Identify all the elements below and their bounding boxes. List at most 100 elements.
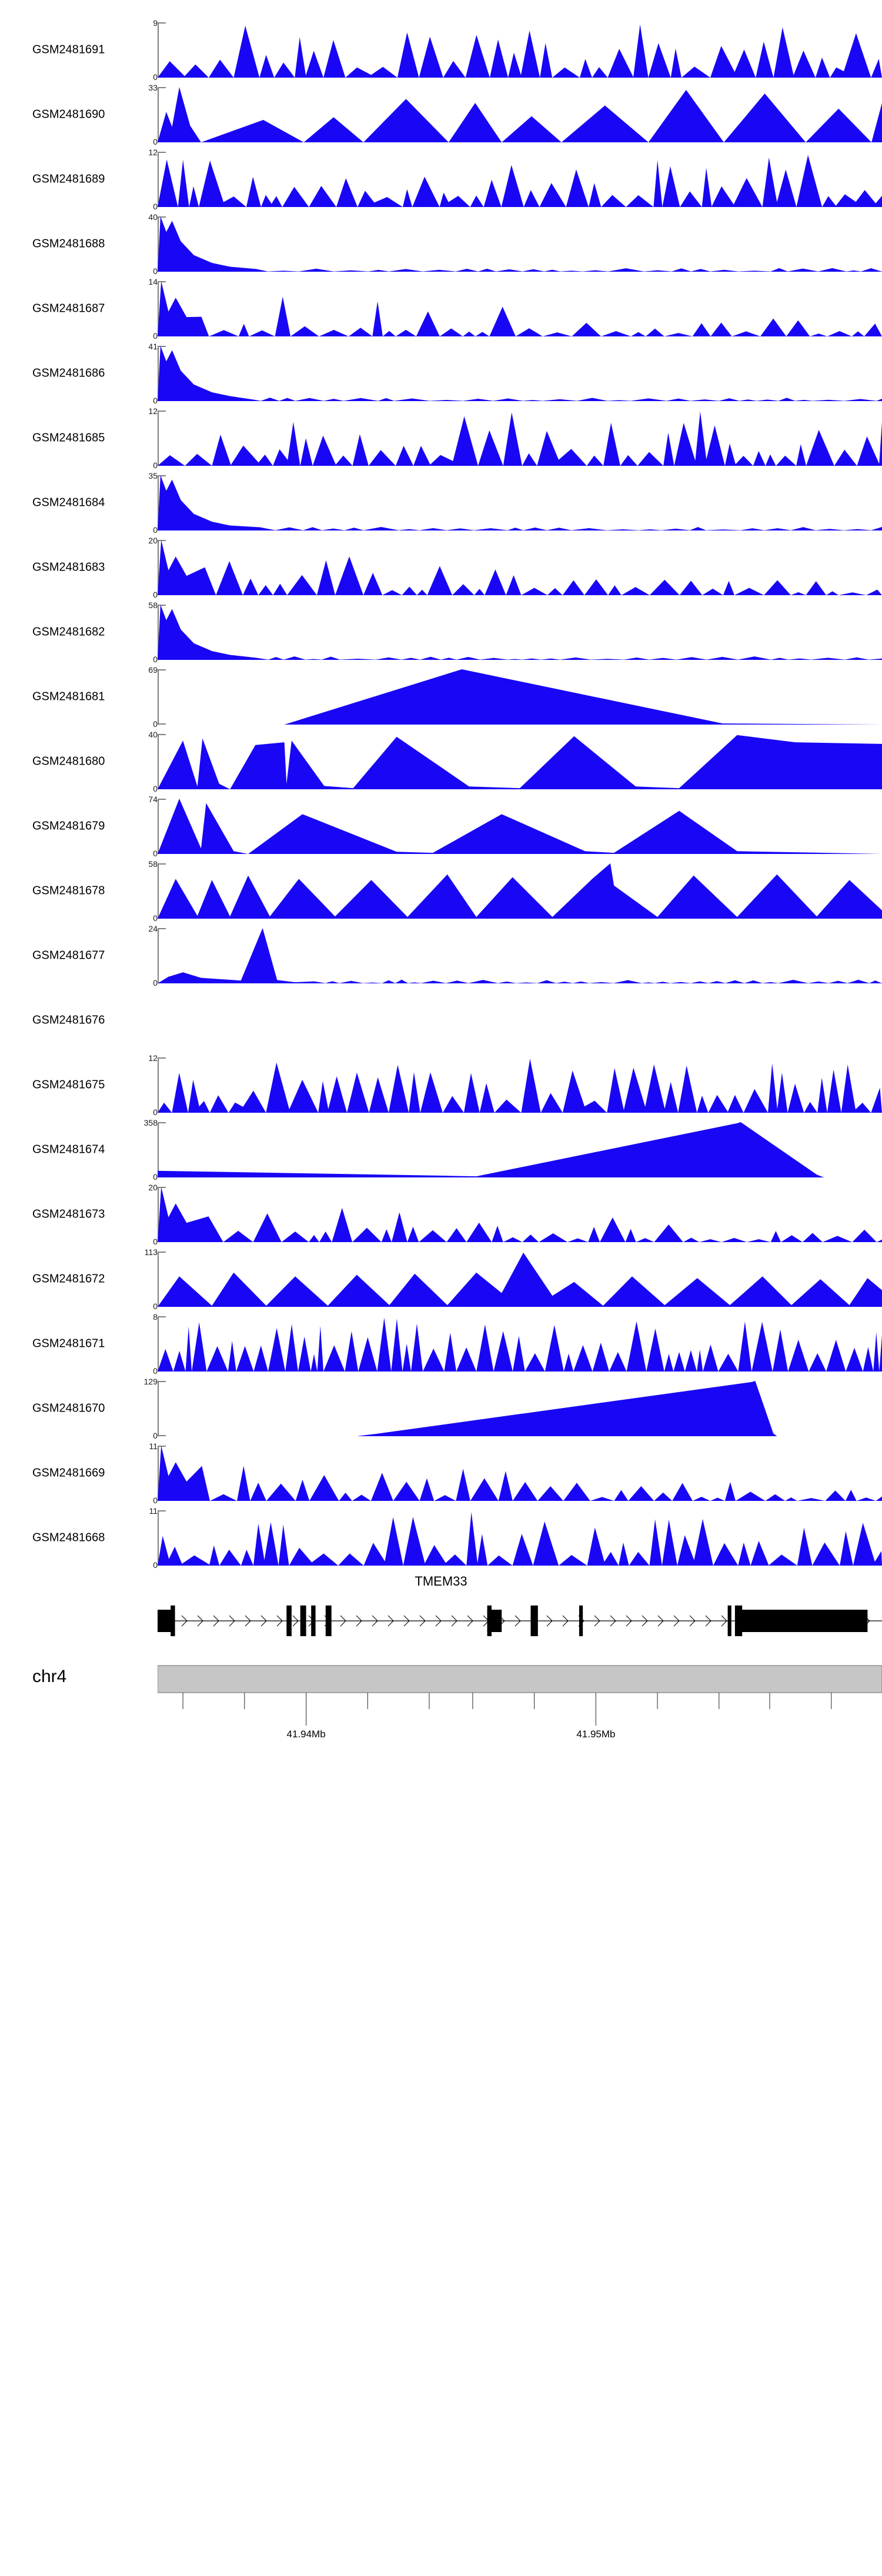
y-axis-min-label: 0 bbox=[153, 978, 158, 987]
gene-exon[interactable] bbox=[487, 1605, 492, 1636]
y-axis-min-label: 0 bbox=[153, 72, 158, 82]
track-label-gsm2481672: GSM2481672 bbox=[32, 1272, 105, 1286]
coverage-area-path bbox=[158, 540, 882, 595]
coverage-plot[interactable] bbox=[158, 1122, 882, 1177]
coverage-area-path bbox=[158, 735, 882, 789]
coverage-area-path bbox=[158, 799, 882, 854]
gene-exon[interactable] bbox=[727, 1605, 731, 1636]
coverage-plot[interactable] bbox=[158, 1187, 882, 1242]
y-axis-max-label: 20 bbox=[148, 536, 158, 545]
strand-arrow-icon bbox=[705, 1615, 711, 1627]
coverage-plot[interactable] bbox=[158, 87, 882, 142]
track-label-gsm2481680: GSM2481680 bbox=[32, 755, 105, 768]
gene-exon[interactable] bbox=[325, 1605, 332, 1636]
coverage-plot[interactable] bbox=[158, 346, 882, 401]
coverage-plot[interactable] bbox=[158, 540, 882, 595]
coverage-plot[interactable] bbox=[158, 1510, 882, 1566]
strand-arrow-icon bbox=[229, 1615, 235, 1627]
strand-arrow-icon bbox=[260, 1615, 267, 1627]
coverage-area-path bbox=[158, 346, 882, 401]
gene-model-svg[interactable] bbox=[158, 1590, 882, 1636]
track-label-gsm2481676: GSM2481676 bbox=[32, 1013, 105, 1027]
coverage-track: GSM2481673 20 0 bbox=[0, 1182, 882, 1247]
coverage-area-path bbox=[158, 87, 882, 142]
y-axis-min-label: 0 bbox=[153, 202, 158, 211]
coverage-plot[interactable] bbox=[158, 152, 882, 207]
coverage-track: GSM2481671 8 0 bbox=[0, 1312, 882, 1376]
y-axis-min-label: 0 bbox=[153, 396, 158, 405]
y-axis-min-label: 0 bbox=[153, 784, 158, 793]
coverage-plot[interactable] bbox=[158, 605, 882, 660]
y-axis-max-label: 58 bbox=[148, 600, 158, 610]
coverage-plot[interactable] bbox=[158, 411, 882, 466]
track-label-gsm2481682: GSM2481682 bbox=[32, 625, 105, 639]
gene-exon[interactable] bbox=[579, 1605, 583, 1636]
coverage-plot[interactable] bbox=[158, 734, 882, 789]
y-axis-min-label: 0 bbox=[153, 1172, 158, 1182]
gene-exon[interactable] bbox=[300, 1605, 306, 1636]
coverage-plot[interactable] bbox=[158, 928, 882, 983]
coverage-plot[interactable] bbox=[158, 1446, 882, 1501]
coverage-plot[interactable] bbox=[158, 669, 882, 725]
coordinate-axis-track: chr4 41.94Mb 41.95Mb bbox=[0, 1647, 882, 1764]
coverage-track: GSM2481685 12 0 bbox=[0, 406, 882, 471]
gene-exon[interactable] bbox=[286, 1605, 292, 1636]
strand-arrow-icon bbox=[657, 1615, 664, 1627]
gene-exon[interactable] bbox=[530, 1605, 538, 1636]
strand-arrow-icon bbox=[356, 1615, 362, 1627]
coverage-plot[interactable] bbox=[158, 475, 882, 530]
coverage-area-path bbox=[158, 475, 882, 530]
track-label-gsm2481691: GSM2481691 bbox=[32, 43, 105, 56]
coverage-plot[interactable] bbox=[158, 863, 882, 919]
y-axis-min-label: 0 bbox=[153, 849, 158, 858]
track-label-gsm2481669: GSM2481669 bbox=[32, 1466, 105, 1480]
axis-tick-label: 41.95Mb bbox=[576, 1729, 615, 1740]
coverage-area-path bbox=[158, 863, 882, 919]
coverage-track: GSM2481691 9 0 bbox=[0, 18, 882, 82]
strand-arrow-icon bbox=[419, 1615, 426, 1627]
track-label-gsm2481675: GSM2481675 bbox=[32, 1078, 105, 1092]
y-axis: 12 0 bbox=[134, 148, 166, 211]
coverage-track: GSM2481674 358 0 bbox=[0, 1117, 882, 1182]
strand-arrow-icon bbox=[689, 1615, 696, 1627]
strand-arrow-icon bbox=[514, 1615, 521, 1627]
strand-arrow-icon bbox=[372, 1615, 378, 1627]
gene-exon[interactable] bbox=[311, 1605, 316, 1636]
y-axis-min-label: 0 bbox=[153, 1107, 158, 1117]
coverage-track: GSM2481675 12 0 bbox=[0, 1053, 882, 1117]
coverage-track: GSM2481681 69 0 bbox=[0, 665, 882, 729]
y-axis-min-label: 0 bbox=[153, 1431, 158, 1440]
track-label-gsm2481687: GSM2481687 bbox=[32, 302, 105, 315]
coverage-plot[interactable] bbox=[158, 799, 882, 854]
coverage-plot[interactable] bbox=[158, 1316, 882, 1372]
coverage-track: GSM2481686 41 0 bbox=[0, 341, 882, 406]
strand-arrow-icon bbox=[610, 1615, 616, 1627]
y-axis-min-label: 0 bbox=[153, 1366, 158, 1376]
gene-exon[interactable] bbox=[171, 1605, 175, 1636]
y-axis-max-label: 35 bbox=[148, 471, 158, 481]
y-axis-max-label: 24 bbox=[148, 924, 158, 933]
y-axis-max-label: 33 bbox=[148, 83, 158, 92]
coverage-area-path bbox=[158, 1317, 882, 1372]
gene-exon[interactable] bbox=[737, 1610, 868, 1632]
coverage-plot[interactable] bbox=[158, 1252, 882, 1307]
strand-arrow-icon bbox=[213, 1615, 219, 1627]
y-axis-max-label: 358 bbox=[143, 1118, 158, 1127]
strand-arrow-icon bbox=[435, 1615, 442, 1627]
coordinate-axis-svg[interactable]: 41.94Mb 41.95Mb bbox=[158, 1657, 882, 1757]
coverage-plot[interactable] bbox=[158, 1381, 882, 1436]
coverage-plot[interactable] bbox=[158, 1057, 882, 1113]
coverage-plot[interactable] bbox=[158, 281, 882, 336]
strand-arrow-icon bbox=[403, 1615, 410, 1627]
chromosome-ideogram-bar[interactable] bbox=[158, 1665, 882, 1693]
coverage-track: GSM2481688 40 0 bbox=[0, 212, 882, 276]
strand-arrow-icon bbox=[626, 1615, 632, 1627]
top-spacer bbox=[0, 0, 882, 18]
coverage-plot[interactable] bbox=[158, 22, 882, 78]
coverage-track: GSM2481680 40 0 bbox=[0, 729, 882, 794]
coverage-area-path bbox=[158, 1511, 882, 1566]
coverage-plot[interactable] bbox=[158, 216, 882, 272]
track-label-gsm2481670: GSM2481670 bbox=[32, 1402, 105, 1415]
